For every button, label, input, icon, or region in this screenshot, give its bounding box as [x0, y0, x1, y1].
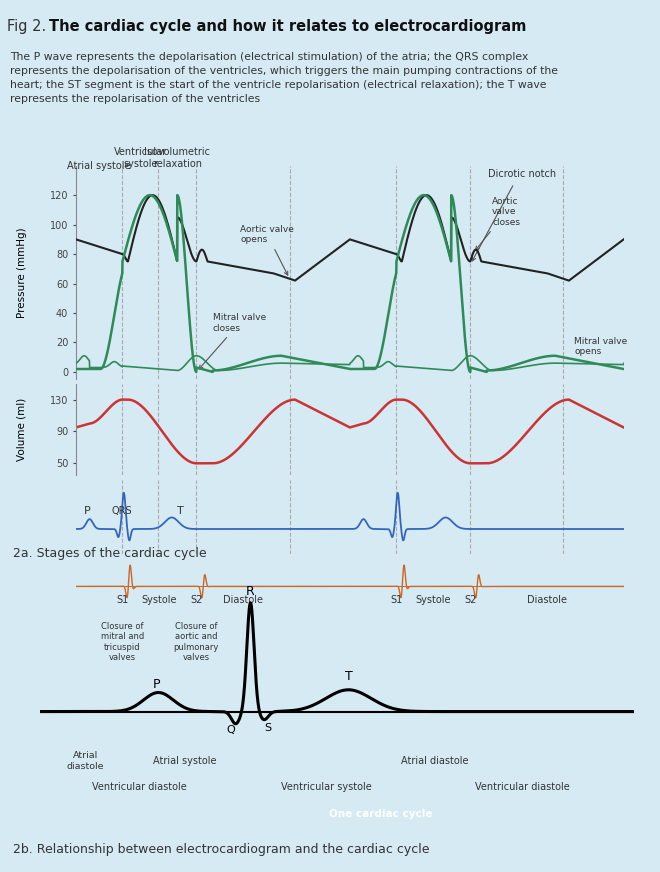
- Text: Mitral valve
opens: Mitral valve opens: [574, 337, 628, 357]
- Text: Diastole: Diastole: [223, 595, 263, 605]
- Text: P: P: [152, 678, 160, 691]
- Text: T: T: [345, 671, 352, 684]
- Text: Aortic
valve
closes: Aortic valve closes: [476, 197, 520, 250]
- Text: S2: S2: [190, 595, 203, 605]
- Text: Isovolumetric
relaxation: Isovolumetric relaxation: [145, 147, 211, 168]
- Text: 2b. Relationship between electrocardiogram and the cardiac cycle: 2b. Relationship between electrocardiogr…: [13, 843, 430, 855]
- Text: S1: S1: [390, 595, 403, 605]
- Text: The cardiac cycle and how it relates to electrocardiogram: The cardiac cycle and how it relates to …: [49, 18, 527, 34]
- Text: Mitral valve
closes: Mitral valve closes: [199, 313, 266, 369]
- Text: One cardiac cycle: One cardiac cycle: [329, 808, 433, 819]
- Text: R: R: [246, 584, 255, 597]
- Text: Atrial diastole: Atrial diastole: [401, 756, 468, 766]
- Y-axis label: Volume (ml): Volume (ml): [16, 398, 26, 461]
- Text: S1: S1: [116, 595, 129, 605]
- Text: 2a. Stages of the cardiac cycle: 2a. Stages of the cardiac cycle: [13, 547, 207, 560]
- Text: S: S: [265, 723, 272, 732]
- Text: Atrial
diastole: Atrial diastole: [67, 751, 104, 772]
- Text: The P wave represents the depolarisation (electrical stimulation) of the atria; : The P wave represents the depolarisation…: [10, 52, 558, 105]
- Text: Closure of
aortic and
pulmonary
valves: Closure of aortic and pulmonary valves: [174, 622, 219, 662]
- Text: Q: Q: [226, 726, 235, 735]
- Text: Closure of
mitral and
tricuspid
valves: Closure of mitral and tricuspid valves: [101, 622, 144, 662]
- Text: QRS: QRS: [112, 506, 132, 516]
- Text: Atrial systole: Atrial systole: [153, 756, 217, 766]
- Text: Systole: Systole: [416, 595, 451, 605]
- Text: Ventricular diastole: Ventricular diastole: [92, 782, 187, 793]
- Text: S2: S2: [464, 595, 477, 605]
- Text: Dicrotic notch: Dicrotic notch: [488, 169, 556, 180]
- Text: P: P: [84, 506, 91, 516]
- Text: T: T: [178, 506, 184, 516]
- Text: Aortic valve
opens: Aortic valve opens: [240, 225, 294, 276]
- Text: Ventricular systole: Ventricular systole: [281, 782, 372, 793]
- Y-axis label: Pressure (mmHg): Pressure (mmHg): [16, 228, 26, 317]
- Text: Diastole: Diastole: [527, 595, 567, 605]
- Text: Atrial systole: Atrial systole: [67, 160, 131, 171]
- Text: Systole: Systole: [142, 595, 177, 605]
- Text: Fig 2.: Fig 2.: [7, 18, 46, 34]
- Text: Ventricular
systole: Ventricular systole: [114, 147, 167, 168]
- Text: Ventricular diastole: Ventricular diastole: [475, 782, 570, 793]
